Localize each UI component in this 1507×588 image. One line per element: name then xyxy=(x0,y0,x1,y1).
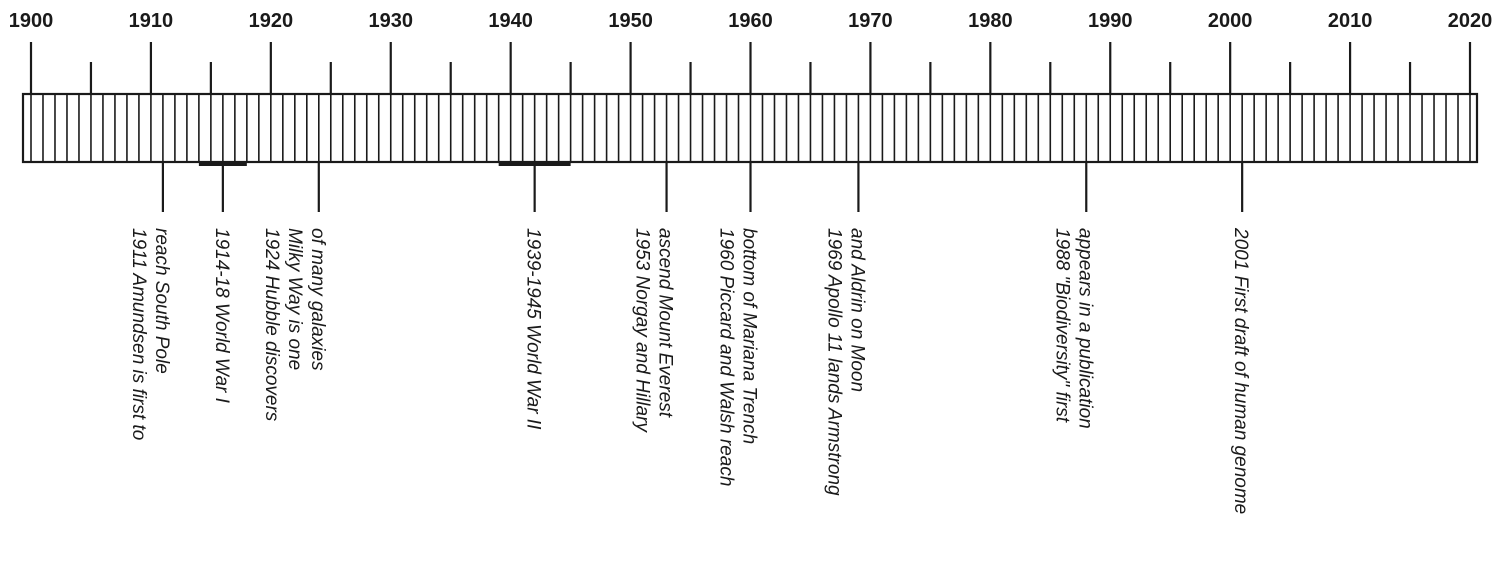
event-label: 2001 First draft of human genome xyxy=(1230,227,1251,514)
event-marker: 1953 Norgay and Hillary ascend Mount Ever… xyxy=(632,162,676,433)
event-label: ascend Mount Everest xyxy=(655,228,676,418)
event-label: 1924 Hubble discovers xyxy=(261,228,282,422)
decade-label: 1920 xyxy=(249,10,294,32)
event-label: 1953 Norgay and Hillary xyxy=(632,228,653,433)
decade-label: 2000 xyxy=(1208,10,1253,32)
event-marker: 1939-1945 World War II xyxy=(498,162,571,430)
event-marker: 1969 Apollo 11 lands Armstrong and Aldrin… xyxy=(823,162,867,496)
event-label: 1939-1945 World War II xyxy=(523,228,544,430)
decade-label: 2020 xyxy=(1448,10,1493,32)
decade-label: 1970 xyxy=(848,10,893,32)
event-label: 1960 Piccard and Walsh reach xyxy=(716,228,737,486)
timeline-events: 1911 Amundsen is first to reach South Pol… xyxy=(128,162,1251,514)
decade-label: 1910 xyxy=(129,10,174,32)
event-label: bottom of Mariana Trench xyxy=(739,228,760,444)
decade-label: 1960 xyxy=(728,10,773,32)
decade-label: 1930 xyxy=(369,10,414,32)
event-label: and Aldrin on Moon xyxy=(846,228,867,392)
event-marker: 1924 Hubble discovers Milky Way is one of … xyxy=(261,162,328,422)
event-label: 1988 "Biodiversity" first xyxy=(1051,228,1072,423)
event-marker: 1988 "Biodiversity" first appears in a pu… xyxy=(1051,162,1095,429)
timeline-bar xyxy=(21,92,1479,164)
decade-label: 2010 xyxy=(1328,10,1373,32)
decade-label: 1980 xyxy=(968,10,1013,32)
decade-labels: 1900 1910 1920 1930 1940 1950 1960 1970 1980 1990… xyxy=(9,10,1493,32)
event-label: appears in a publication xyxy=(1074,228,1095,429)
event-marker: 2001 First draft of human genome xyxy=(1230,162,1251,514)
event-label: Milky Way is one xyxy=(284,228,305,370)
timeline-ticks xyxy=(29,42,1472,94)
event-label: 1914-18 World War I xyxy=(211,228,232,404)
event-marker: 1960 Piccard and Walsh reach bottom of Ma… xyxy=(716,162,760,486)
event-marker: 1911 Amundsen is first to reach South Pol… xyxy=(128,162,172,440)
decade-label: 1940 xyxy=(488,10,533,32)
event-label: 1911 Amundsen is first to xyxy=(128,228,149,440)
decade-label: 1900 xyxy=(9,10,54,32)
event-marker: 1914-18 World War I xyxy=(198,162,247,404)
event-label: of many galaxies xyxy=(307,228,328,371)
decade-label: 1990 xyxy=(1088,10,1133,32)
event-label: 1969 Apollo 11 lands Armstrong xyxy=(823,228,844,496)
decade-label: 1950 xyxy=(608,10,653,32)
event-label: reach South Pole xyxy=(151,228,172,374)
